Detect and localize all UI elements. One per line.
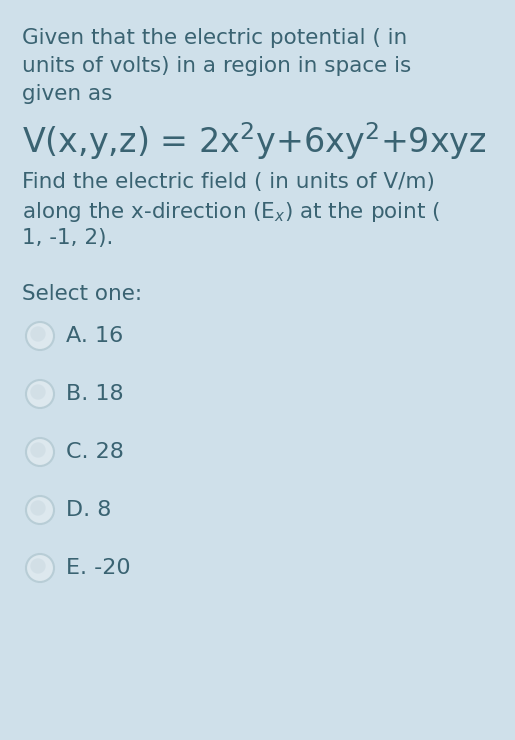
Text: given as: given as [22,84,112,104]
Text: Given that the electric potential ( in: Given that the electric potential ( in [22,28,407,48]
Circle shape [30,326,46,342]
Circle shape [26,322,54,350]
Text: along the x-direction (E$_x$) at the point (: along the x-direction (E$_x$) at the poi… [22,200,440,224]
Circle shape [30,500,46,516]
Text: A. 16: A. 16 [66,326,123,346]
Circle shape [30,384,46,400]
Circle shape [26,554,54,582]
Text: E. -20: E. -20 [66,558,131,578]
Text: 1, -1, 2).: 1, -1, 2). [22,228,113,248]
Circle shape [26,496,54,524]
Text: B. 18: B. 18 [66,384,124,404]
Circle shape [26,380,54,408]
Circle shape [30,558,46,574]
Text: V(x,y,z) = 2x$^2$y+6xy$^2$+9xyz: V(x,y,z) = 2x$^2$y+6xy$^2$+9xyz [22,120,487,162]
Circle shape [26,438,54,466]
Text: Find the electric field ( in units of V/m): Find the electric field ( in units of V/… [22,172,435,192]
Text: D. 8: D. 8 [66,500,111,520]
Text: units of volts) in a region in space is: units of volts) in a region in space is [22,56,411,76]
Text: C. 28: C. 28 [66,442,124,462]
Text: Select one:: Select one: [22,284,142,304]
Circle shape [30,443,46,458]
